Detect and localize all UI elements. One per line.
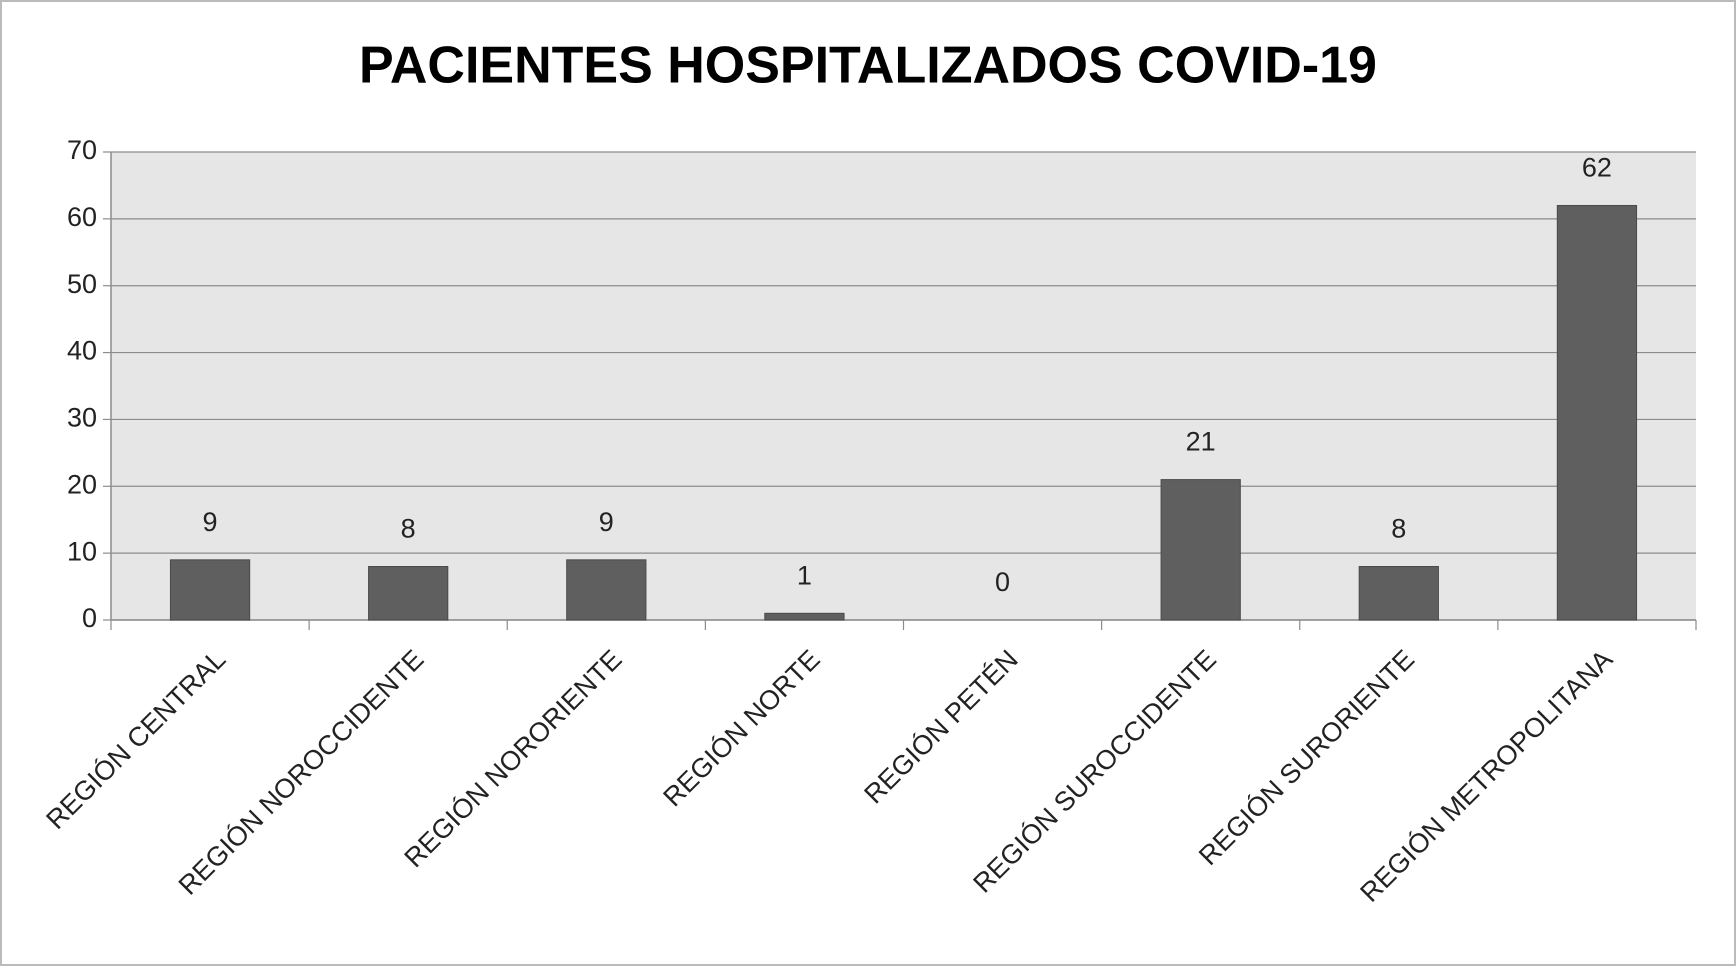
plot-area <box>111 152 1696 620</box>
bar <box>1160 479 1241 621</box>
data-label: 9 <box>599 507 614 537</box>
data-label: 62 <box>1582 153 1612 183</box>
data-label: 9 <box>203 507 218 537</box>
data-label: 8 <box>1391 514 1406 544</box>
y-tick-label: 50 <box>67 269 97 299</box>
y-tick-label: 10 <box>67 536 97 566</box>
y-tick-label: 60 <box>67 202 97 232</box>
data-label: 8 <box>401 514 416 544</box>
bar <box>169 559 251 621</box>
bar <box>368 566 449 621</box>
bar <box>1358 566 1439 621</box>
y-tick-label: 30 <box>67 403 97 433</box>
chart-title: PACIENTES HOSPITALIZADOS COVID-19 <box>359 37 1377 95</box>
y-tick-label: 20 <box>67 469 97 499</box>
y-tick-label: 0 <box>82 603 97 633</box>
y-tick-label: 40 <box>67 336 97 366</box>
bar <box>1556 204 1638 621</box>
bar <box>764 612 845 621</box>
bar <box>566 559 647 621</box>
data-label: 21 <box>1186 427 1216 457</box>
y-tick-label: 70 <box>67 135 97 165</box>
data-label: 1 <box>797 560 812 590</box>
data-label: 0 <box>995 567 1010 597</box>
